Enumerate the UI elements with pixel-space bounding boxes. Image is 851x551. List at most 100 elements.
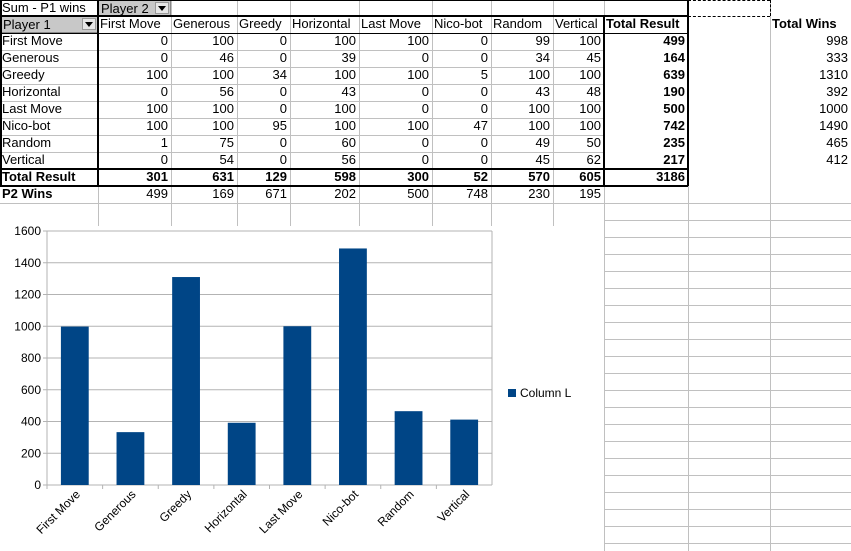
- column-total-cell[interactable]: 301: [146, 169, 168, 184]
- row-total-cell[interactable]: 639: [663, 67, 685, 82]
- total-wins-cell[interactable]: 1490: [819, 118, 848, 133]
- p2-wins-cell[interactable]: 500: [407, 186, 429, 201]
- column-header[interactable]: Generous: [173, 16, 231, 31]
- row-total-cell[interactable]: 500: [663, 101, 685, 116]
- p2-wins-cell[interactable]: 169: [212, 186, 234, 201]
- data-cell[interactable]: 100: [334, 33, 356, 48]
- total-result-row-label[interactable]: Total Result: [2, 169, 76, 184]
- total-wins-cell[interactable]: 412: [826, 152, 848, 167]
- data-cell[interactable]: 100: [212, 33, 234, 48]
- data-cell[interactable]: 0: [480, 152, 488, 167]
- row-total-cell[interactable]: 235: [663, 135, 685, 150]
- chevron-down-icon[interactable]: [82, 18, 96, 30]
- data-cell[interactable]: 0: [480, 101, 488, 116]
- data-cell[interactable]: 0: [160, 152, 168, 167]
- data-cell[interactable]: 45: [586, 50, 601, 65]
- data-cell[interactable]: 46: [219, 50, 234, 65]
- data-cell[interactable]: 56: [341, 152, 356, 167]
- total-wins-cell[interactable]: 392: [826, 84, 848, 99]
- data-cell[interactable]: 100: [407, 118, 429, 133]
- data-cell[interactable]: 75: [219, 135, 234, 150]
- data-cell[interactable]: 34: [535, 50, 550, 65]
- data-cell[interactable]: 100: [579, 118, 601, 133]
- data-cell[interactable]: 0: [480, 50, 488, 65]
- data-cell[interactable]: 0: [480, 33, 488, 48]
- data-cell[interactable]: 100: [579, 101, 601, 116]
- data-cell[interactable]: 62: [586, 152, 601, 167]
- row-header[interactable]: Random: [2, 135, 52, 150]
- data-cell[interactable]: 100: [579, 33, 601, 48]
- total-wins-cell[interactable]: 1000: [819, 101, 848, 116]
- data-cell[interactable]: 1: [160, 135, 168, 150]
- data-cell[interactable]: 100: [334, 67, 356, 82]
- total-wins-cell[interactable]: 465: [826, 135, 848, 150]
- row-total-cell[interactable]: 190: [663, 84, 685, 99]
- row-header[interactable]: First Move: [2, 33, 63, 48]
- p2-wins-cell[interactable]: 748: [466, 186, 488, 201]
- data-cell[interactable]: 56: [219, 84, 234, 99]
- data-cell[interactable]: 5: [480, 67, 488, 82]
- data-cell[interactable]: 0: [279, 50, 287, 65]
- data-cell[interactable]: 95: [272, 118, 287, 133]
- data-cell[interactable]: 0: [421, 50, 429, 65]
- data-cell[interactable]: 60: [341, 135, 356, 150]
- data-cell[interactable]: 39: [341, 50, 356, 65]
- data-cell[interactable]: 100: [146, 67, 168, 82]
- data-cell[interactable]: 100: [212, 67, 234, 82]
- column-header[interactable]: Greedy: [239, 16, 282, 31]
- data-cell[interactable]: 100: [212, 101, 234, 116]
- column-total-cell[interactable]: 631: [212, 169, 234, 184]
- total-wins-header[interactable]: Total Wins: [772, 16, 837, 31]
- data-cell[interactable]: 100: [407, 67, 429, 82]
- data-cell[interactable]: 0: [160, 50, 168, 65]
- p2-wins-cell[interactable]: 671: [265, 186, 287, 201]
- data-cell[interactable]: 49: [535, 135, 550, 150]
- data-cell[interactable]: 100: [528, 67, 550, 82]
- data-cell[interactable]: 34: [272, 67, 287, 82]
- row-header[interactable]: Horizontal: [2, 84, 61, 99]
- data-cell[interactable]: 47: [473, 118, 488, 133]
- p2-wins-cell[interactable]: 230: [528, 186, 550, 201]
- data-cell[interactable]: 0: [160, 84, 168, 99]
- column-total-cell[interactable]: 52: [473, 169, 488, 184]
- data-cell[interactable]: 100: [528, 101, 550, 116]
- chevron-down-icon[interactable]: [155, 2, 169, 14]
- column-header[interactable]: Random: [493, 16, 543, 31]
- data-cell[interactable]: 0: [279, 135, 287, 150]
- row-header[interactable]: Nico-bot: [2, 118, 51, 133]
- column-total-cell[interactable]: 570: [528, 169, 550, 184]
- total-wins-cell[interactable]: 333: [826, 50, 848, 65]
- p2-wins-cell[interactable]: 202: [334, 186, 356, 201]
- data-cell[interactable]: 0: [421, 84, 429, 99]
- p2-wins-label[interactable]: P2 Wins: [2, 186, 53, 201]
- data-cell[interactable]: 45: [535, 152, 550, 167]
- total-wins-cell[interactable]: 1310: [819, 67, 848, 82]
- column-total-cell[interactable]: 129: [265, 169, 287, 184]
- data-cell[interactable]: 48: [586, 84, 601, 99]
- column-total-cell[interactable]: 598: [334, 169, 356, 184]
- data-cell[interactable]: 43: [341, 84, 356, 99]
- column-header[interactable]: Vertical: [555, 16, 598, 31]
- data-cell[interactable]: 0: [279, 101, 287, 116]
- row-header[interactable]: Last Move: [2, 101, 62, 116]
- data-cell[interactable]: 0: [421, 152, 429, 167]
- data-cell[interactable]: 100: [146, 118, 168, 133]
- grand-total-cell[interactable]: 3186: [656, 169, 685, 184]
- total-wins-cell[interactable]: 998: [826, 33, 848, 48]
- row-total-cell[interactable]: 499: [663, 33, 685, 48]
- data-cell[interactable]: 99: [535, 33, 550, 48]
- row-total-cell[interactable]: 742: [663, 118, 685, 133]
- player2-field-dropdown[interactable]: Player 2: [98, 0, 171, 16]
- row-header[interactable]: Vertical: [2, 152, 45, 167]
- column-header[interactable]: Nico-bot: [434, 16, 483, 31]
- data-cell[interactable]: 0: [421, 101, 429, 116]
- data-cell[interactable]: 100: [212, 118, 234, 133]
- column-header[interactable]: First Move: [100, 16, 161, 31]
- column-header[interactable]: Horizontal: [292, 16, 351, 31]
- data-cell[interactable]: 54: [219, 152, 234, 167]
- column-total-cell[interactable]: 605: [579, 169, 601, 184]
- data-cell[interactable]: 0: [279, 84, 287, 99]
- row-header[interactable]: Greedy: [2, 67, 45, 82]
- data-cell[interactable]: 100: [407, 33, 429, 48]
